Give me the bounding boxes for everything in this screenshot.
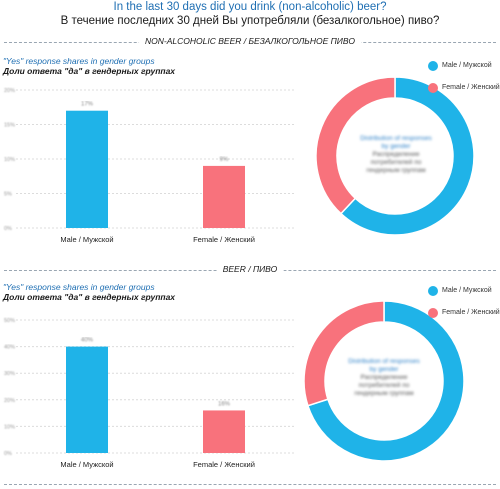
y-tick-label: 5% — [4, 192, 12, 198]
bar-value-label: 40% — [81, 338, 94, 344]
donut-text-en: Distribution of responses by gender — [360, 135, 432, 150]
bar-subtitle-2: "Yes" response shares in gender groups Д… — [3, 282, 175, 302]
y-tick-label: 30% — [4, 371, 15, 377]
y-tick-label: 40% — [4, 345, 15, 351]
legend-label: Male / Мужской — [442, 287, 492, 294]
donut-text-en: Distribution of responses by gender — [348, 358, 420, 373]
donut-chart-beer — [303, 300, 465, 462]
section-heading-beer: BEER / ПИВО — [4, 264, 496, 276]
legend-label: Male / Мужской — [442, 62, 492, 69]
bar-female — [203, 410, 245, 453]
chart-title-en: In the last 30 days did you drink (non-a… — [113, 1, 387, 13]
y-tick-label: 50% — [4, 318, 15, 324]
section-heading-label: BEER / ПИВО — [216, 264, 284, 274]
bar-value-label: 16% — [218, 401, 231, 407]
female-swatch — [428, 82, 438, 93]
donut-slice-female — [315, 76, 396, 215]
legend-1: Male / Мужской Female / Женский — [428, 60, 500, 104]
bottom-divider — [4, 484, 496, 485]
male-swatch — [428, 285, 438, 296]
donut-slice-male — [306, 300, 465, 462]
bar-value-label: 9% — [220, 157, 229, 163]
donut-center-text-1: Distribution of responses by gender Расп… — [356, 135, 436, 175]
donut-slice-male — [339, 76, 475, 236]
bar-chart-nonalcoholic: 0% 5% 10% 15% 20% 17% Male / Мужской 9% Female /… — [4, 88, 296, 244]
y-tick-label: 20% — [4, 398, 15, 404]
bar-subtitle-ru: Доли ответа "да" в гендерных группах — [3, 66, 176, 76]
section-heading-nonalcoholic: NON-ALCOHOLIC BEER / БЕЗАЛКОГОЛЬНОЕ ПИВО — [4, 36, 496, 48]
y-tick-label: 20% — [4, 88, 15, 94]
legend-item-male: Male / Мужской — [428, 60, 500, 71]
bar-male — [66, 110, 108, 228]
bar-value-label: 17% — [81, 102, 94, 108]
y-tick-label: 0% — [4, 451, 12, 457]
bar-chart-beer: 0% 10% 20% 30% 40% 50% 40% Male / Мужской 16% Fem… — [4, 318, 296, 469]
bar-subtitle-ru: Доли ответа "да" в гендерных группах — [3, 292, 176, 302]
legend-label: Female / Женский — [442, 84, 500, 91]
bar-subtitle-1: "Yes" response shares in gender groups Д… — [3, 56, 175, 76]
donut-chart-nonalcoholic — [315, 76, 475, 236]
donut-text-ru: Распределение потребителей по гендерным … — [366, 151, 426, 174]
y-tick-label: 0% — [4, 226, 12, 232]
bar-female — [203, 165, 245, 228]
legend-item-male: Male / Мужской — [428, 285, 500, 296]
x-category-label: Male / Мужской — [60, 460, 113, 469]
chart-title-ru: В течение последних 30 дней Вы употребля… — [60, 15, 440, 27]
legend-2: Male / Мужской Female / Женский — [428, 285, 500, 329]
legend-item-female: Female / Женский — [428, 307, 500, 318]
legend-item-female: Female / Женский — [428, 82, 500, 93]
donut-center-text-2: Distribution of responses by gender Расп… — [344, 358, 424, 398]
x-category-label: Male / Мужской — [60, 235, 113, 244]
x-category-label: Female / Женский — [193, 460, 255, 469]
section-heading-label: NON-ALCOHOLIC BEER / БЕЗАЛКОГОЛЬНОЕ ПИВО — [139, 36, 361, 46]
donut-text-ru: Распределение потребителей по гендерным … — [354, 374, 414, 397]
bar-subtitle-en: "Yes" response shares in gender groups — [3, 282, 155, 292]
male-swatch — [428, 60, 438, 71]
y-tick-label: 10% — [4, 424, 15, 430]
donut-slice-female — [303, 300, 385, 407]
x-category-label: Female / Женский — [193, 235, 255, 244]
legend-label: Female / Женский — [442, 309, 500, 316]
bar-subtitle-en: "Yes" response shares in gender groups — [3, 56, 155, 66]
bar-male — [66, 346, 108, 453]
female-swatch — [428, 307, 438, 318]
y-tick-label: 10% — [4, 157, 15, 163]
y-tick-label: 15% — [4, 123, 15, 129]
